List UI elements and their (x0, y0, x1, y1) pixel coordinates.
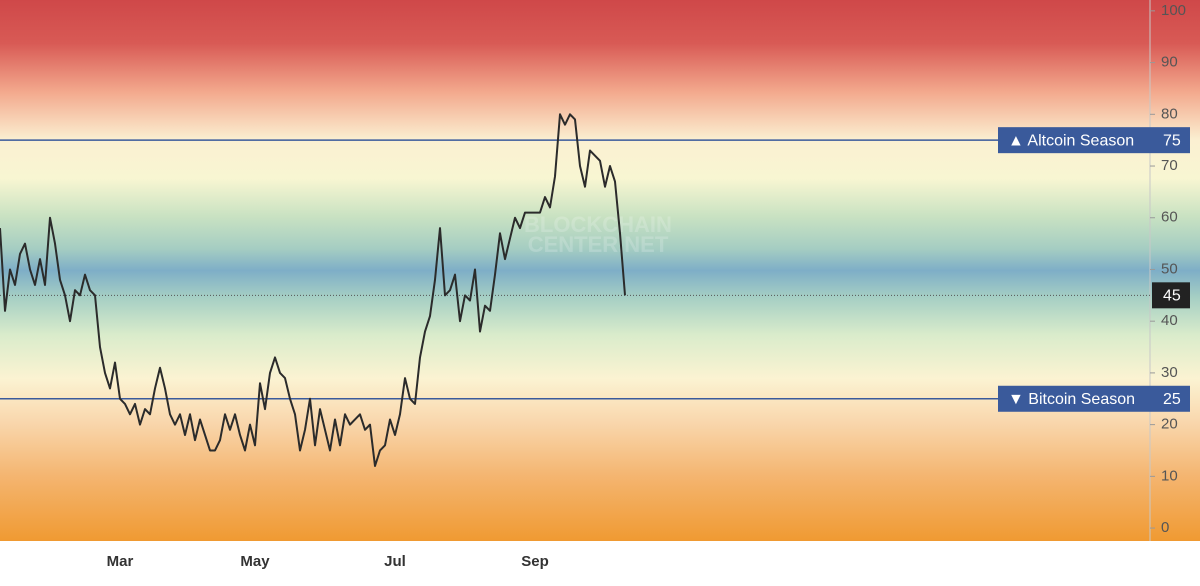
y-tick-label: 70 (1161, 157, 1178, 174)
plot-background (0, 0, 1200, 541)
y-tick-label: 80 (1161, 105, 1178, 122)
x-tick-label: Mar (107, 553, 134, 570)
watermark: BLOCKCHAIN CENTER.NET (524, 212, 672, 257)
current-value-label: 45 (1163, 288, 1181, 305)
watermark-text: BLOCKCHAIN (524, 212, 672, 237)
reference-value: 25 (1163, 391, 1181, 408)
y-tick-label: 50 (1161, 260, 1178, 277)
x-tick-label: May (240, 553, 270, 570)
x-tick-label: Jul (384, 553, 406, 570)
y-tick-label: 100 (1161, 2, 1186, 19)
watermark-text: CENTER.NET (528, 232, 669, 257)
reference-value: 75 (1163, 132, 1181, 149)
y-tick-label: 40 (1161, 312, 1178, 329)
series-line (0, 113, 626, 468)
reference-label-box (998, 385, 1190, 412)
reference-label-box (998, 127, 1190, 154)
current-value-box (1152, 282, 1190, 309)
reference-label: ▼ Bitcoin Season (1008, 391, 1135, 408)
x-tick-label: Sep (521, 553, 549, 570)
y-tick-label: 90 (1161, 54, 1178, 71)
y-tick-label: 60 (1161, 209, 1178, 226)
y-tick-label: 30 (1161, 364, 1178, 381)
y-tick-label: 20 (1161, 416, 1178, 433)
x-axis-area (0, 541, 1200, 581)
reference-label: ▲ Altcoin Season (1008, 132, 1134, 149)
y-tick-label: 0 (1161, 519, 1169, 536)
y-tick-label: 10 (1161, 467, 1178, 484)
